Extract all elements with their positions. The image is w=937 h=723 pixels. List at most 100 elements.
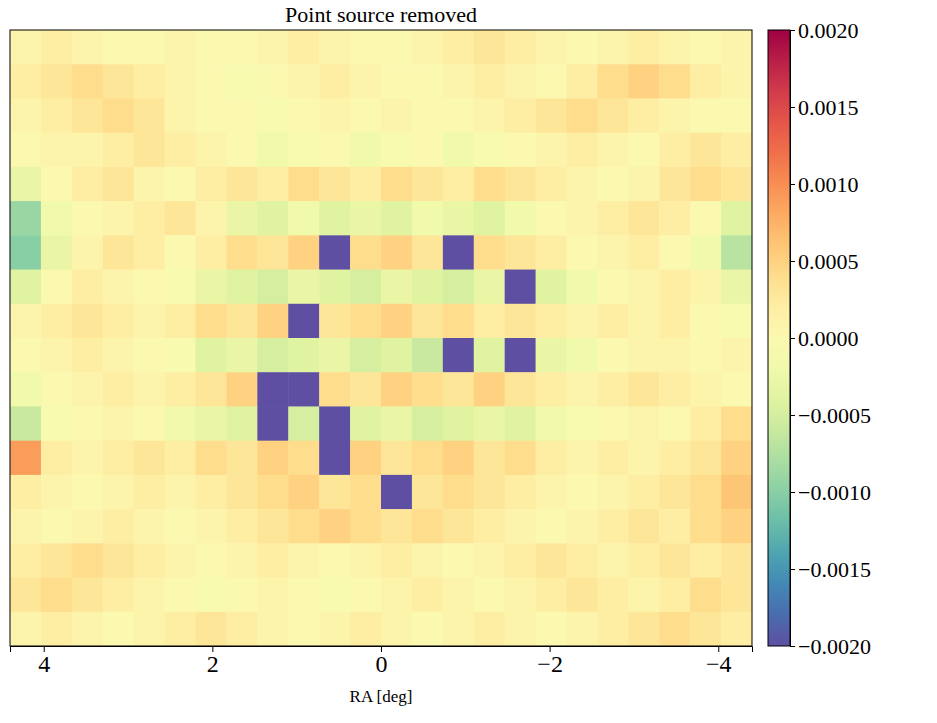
heatmap-cell [505,167,536,202]
heatmap-cell [536,372,567,407]
heatmap-cell [103,475,134,510]
heatmap-cell [134,30,165,65]
plot-frame [10,30,752,646]
heatmap-cell [226,30,257,65]
heatmap-cell [721,406,752,441]
heatmap-cell [226,475,257,510]
heatmap-cell [505,270,536,305]
heatmap-cell [226,372,257,407]
heatmap-cell [196,304,227,339]
heatmap-cell [72,338,103,373]
heatmap-cell [196,235,227,270]
heatmap-cell [288,235,319,270]
heatmap-cell [505,64,536,99]
heatmap-cell [350,578,381,613]
x-tick: 0 [376,646,388,677]
heatmap-cell [381,441,412,476]
heatmap-cell [536,304,567,339]
heatmap-cell [196,612,227,646]
heatmap-cell [721,304,752,339]
heatmap-cell [257,167,288,202]
colorbar-tick-label: 0.0020 [798,18,859,43]
heatmap-cell [567,64,598,99]
heatmap-cell [10,167,41,202]
colorbar-tick-label: 0.0005 [798,249,859,274]
heatmap-cell [690,167,721,202]
heatmap-cell [412,406,443,441]
heatmap-cell [165,475,196,510]
heatmap-cell [659,30,690,65]
colorbar-tick-mark [790,646,795,647]
heatmap-cell [690,235,721,270]
heatmap-cell [412,98,443,133]
heatmap-cell [474,201,505,236]
heatmap-cell [288,406,319,441]
heatmap-cell [196,509,227,544]
heatmap-cell [412,612,443,646]
heatmap-cell [350,133,381,168]
heatmap-cell [257,475,288,510]
heatmap-cell [72,235,103,270]
heatmap-cell [721,98,752,133]
heatmap-cell [597,372,628,407]
heatmap-cell [134,578,165,613]
heatmap-cell [443,270,474,305]
heatmap-cell [226,509,257,544]
heatmap-cell [103,372,134,407]
colorbar-tick: 0.0010 [790,172,859,197]
heatmap-cell [165,133,196,168]
heatmap-cell [536,133,567,168]
heatmap-cell [226,543,257,578]
heatmap-cell [165,30,196,65]
heatmap-cell [721,201,752,236]
heatmap-cell [72,98,103,133]
x-tick-label: −4 [706,651,732,677]
heatmap-cell [721,441,752,476]
heatmap-cell [226,304,257,339]
heatmap-cell [196,270,227,305]
heatmap-cell [474,30,505,65]
heatmap-cell [319,578,350,613]
heatmap-cell [103,612,134,646]
heatmap-cell [319,270,350,305]
heatmap-cell [196,167,227,202]
heatmap-cell [690,372,721,407]
heatmap-cell [721,30,752,65]
heatmap-cell [628,578,659,613]
x-tick: 4 [38,646,50,677]
colorbar-axis: −0.0020−0.0015−0.0010−0.00050.00000.0005… [790,18,871,659]
heatmap-cell [226,235,257,270]
heatmap-cell [350,509,381,544]
colorbar [768,30,790,646]
heatmap-cell [103,304,134,339]
heatmap-cell [103,201,134,236]
heatmap-cell [350,441,381,476]
heatmap-cell [567,201,598,236]
heatmap-cell [165,372,196,407]
heatmap-cell [567,304,598,339]
heatmap-cell [721,578,752,613]
heatmap-cell [690,612,721,646]
heatmap-cell [505,304,536,339]
heatmap-cell [412,133,443,168]
heatmap-cell [721,64,752,99]
heatmap-cell [381,30,412,65]
heatmap-cell [196,98,227,133]
heatmap-cell [72,372,103,407]
heatmap-cell [567,338,598,373]
heatmap-cell [597,441,628,476]
heatmap-cell [10,543,41,578]
colorbar-tick: −0.0015 [790,557,871,582]
colorbar-tick-mark [790,30,795,31]
heatmap-cell [474,509,505,544]
x-tick-label: 2 [207,651,219,677]
heatmap-cell [597,235,628,270]
heatmap-cell [597,543,628,578]
chart-title: Point source removed [285,2,477,27]
heatmap-cell [690,509,721,544]
heatmap-cell [319,98,350,133]
heatmap-cell [381,64,412,99]
heatmap-cell [505,201,536,236]
heatmap-cell [659,509,690,544]
heatmap-cell [659,372,690,407]
